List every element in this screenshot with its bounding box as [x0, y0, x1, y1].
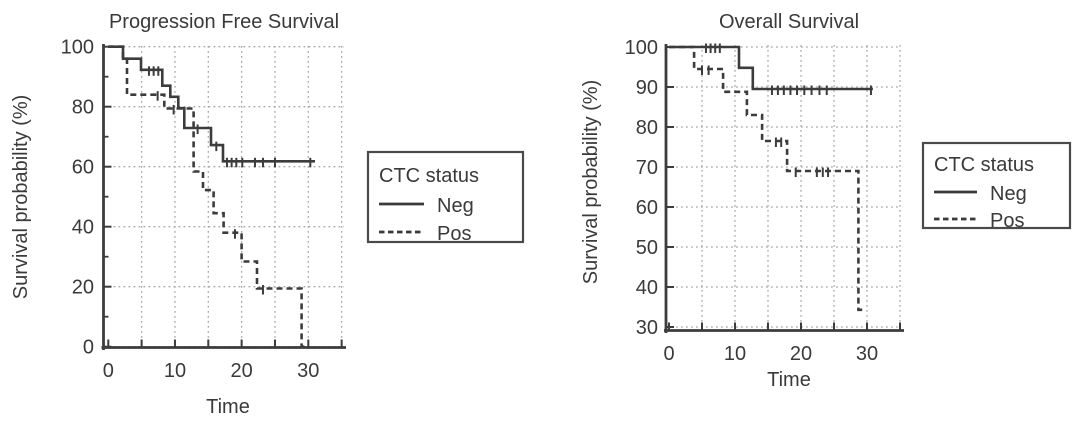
y-tick-label: 30	[636, 317, 658, 339]
y-tick-label: 60	[636, 197, 658, 219]
legend-frame	[921, 141, 1072, 230]
y-tick-label: 80	[636, 117, 658, 139]
x-tick-label: 10	[164, 360, 186, 382]
x-tick-label: 10	[724, 343, 746, 365]
y-tick-label: 90	[636, 77, 658, 99]
legend-frame	[366, 150, 525, 244]
legend-left: CTC status Neg Pos	[366, 150, 525, 245]
y-tick-label: 100	[61, 37, 94, 59]
y-tick-label: 50	[636, 237, 658, 259]
x-tick-label: 20	[790, 343, 812, 365]
chart-overall-survival: 0 10 20 30 30 40 50 60 70 80 90 100 Overall Surviva…	[580, 11, 1072, 391]
legend-title: CTC status	[934, 154, 1034, 176]
legend-neg-label: Neg	[990, 183, 1027, 205]
x-tick-label: 0	[663, 343, 674, 365]
y-tick-label: 0	[83, 337, 94, 359]
neg-survival-curve	[108, 45, 315, 163]
y-axis-title: Survival probability (%)	[580, 80, 602, 285]
legend-title: CTC status	[379, 165, 479, 187]
pos-survival-curve	[669, 45, 865, 312]
plot-area-right: 0 10 20 30 30 40 50 60 70 80 90 100	[625, 37, 904, 365]
y-tick-label: 100	[625, 37, 658, 59]
y-axis-title: Survival probability (%)	[10, 95, 32, 300]
legend-pos-label: Pos	[990, 210, 1024, 232]
chart-title: Overall Survival	[719, 11, 859, 33]
y-tick-label: 70	[636, 157, 658, 179]
x-tick-label: 20	[231, 360, 253, 382]
legend-pos-label: Pos	[437, 223, 471, 245]
chart-progression-free-survival: 0 10 20 30 0 20 40 60 80 100 Progression Free Sur…	[10, 11, 525, 418]
x-tick-label: 0	[103, 360, 114, 382]
x-tick-label: 30	[297, 360, 319, 382]
y-tick-label: 80	[72, 97, 94, 119]
x-axis-title: Time	[206, 396, 250, 418]
legend-neg-label: Neg	[437, 195, 474, 217]
chart-title: Progression Free Survival	[109, 11, 339, 33]
x-axis-title: Time	[767, 369, 811, 391]
y-tick-label: 20	[72, 277, 94, 299]
y-tick-label: 60	[72, 157, 94, 179]
plot-area-left: 0 10 20 30 0 20 40 60 80 100	[61, 37, 346, 382]
x-tick-label: 30	[856, 343, 878, 365]
pos-survival-curve	[108, 45, 305, 348]
y-tick-label: 40	[72, 217, 94, 239]
legend-right: CTC status Neg Pos	[921, 141, 1072, 232]
y-tick-label: 40	[636, 277, 658, 299]
